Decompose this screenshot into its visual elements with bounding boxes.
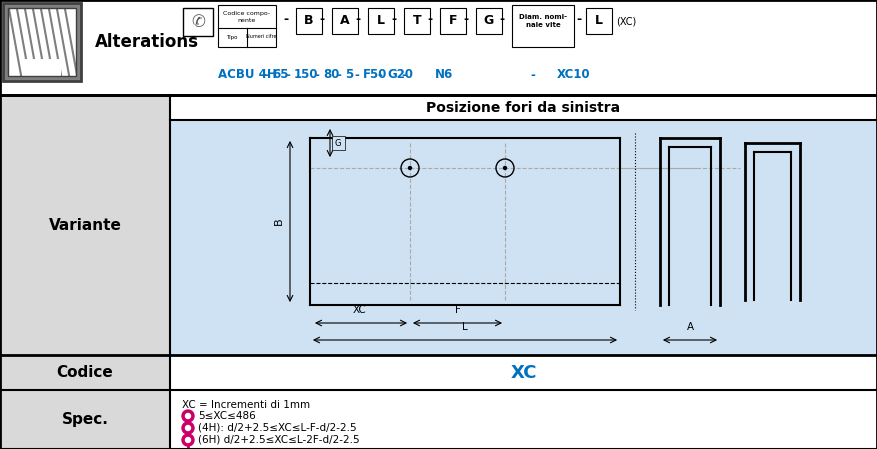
Bar bbox=[170, 95, 877, 355]
Text: -: - bbox=[354, 69, 359, 82]
Circle shape bbox=[186, 426, 190, 431]
Text: -: - bbox=[319, 13, 324, 26]
Bar bbox=[368, 8, 394, 34]
Text: B: B bbox=[274, 218, 284, 225]
Text: -: - bbox=[391, 13, 396, 26]
Bar bbox=[586, 8, 612, 34]
Bar bbox=[0, 0, 877, 95]
Bar bbox=[3, 3, 81, 81]
Text: N6: N6 bbox=[435, 69, 453, 82]
Text: L: L bbox=[462, 322, 467, 332]
Text: XC10: XC10 bbox=[557, 69, 590, 82]
Text: ✆: ✆ bbox=[191, 13, 205, 31]
Bar bbox=[218, 5, 276, 47]
Text: -: - bbox=[377, 69, 381, 82]
Text: -: - bbox=[499, 13, 504, 26]
Circle shape bbox=[186, 414, 190, 418]
Bar bbox=[0, 95, 170, 355]
Bar bbox=[170, 390, 877, 449]
Text: -: - bbox=[263, 69, 267, 82]
Text: Alterations: Alterations bbox=[95, 33, 199, 51]
Text: -: - bbox=[427, 13, 432, 26]
Text: XC = Incrementi di 1mm: XC = Incrementi di 1mm bbox=[182, 400, 310, 410]
Text: T: T bbox=[413, 14, 421, 27]
Text: -: - bbox=[314, 69, 319, 82]
Text: ACBU 4H: ACBU 4H bbox=[218, 69, 277, 82]
Bar bbox=[183, 8, 213, 36]
Text: Tipo: Tipo bbox=[226, 35, 238, 40]
Text: A: A bbox=[340, 14, 350, 27]
Text: XC: XC bbox=[353, 305, 367, 315]
Bar bbox=[0, 355, 170, 390]
Text: Spec.: Spec. bbox=[61, 412, 109, 427]
Bar bbox=[0, 390, 170, 449]
Text: 5: 5 bbox=[345, 69, 353, 82]
Text: 5≤XC≤486: 5≤XC≤486 bbox=[198, 411, 256, 421]
Bar bbox=[23, 59, 61, 76]
Text: -: - bbox=[530, 69, 535, 82]
Bar bbox=[3, 3, 81, 81]
Text: L: L bbox=[377, 14, 385, 27]
Text: Numeri cifre: Numeri cifre bbox=[246, 35, 276, 40]
Text: Codice compo-
nente: Codice compo- nente bbox=[224, 11, 271, 22]
Bar bbox=[170, 95, 877, 120]
Bar bbox=[440, 8, 466, 34]
Text: (4H): d/2+2.5≤XC≤L-F-d/2-2.5: (4H): d/2+2.5≤XC≤L-F-d/2-2.5 bbox=[198, 423, 357, 433]
Text: Variante: Variante bbox=[48, 217, 121, 233]
Bar bbox=[170, 355, 877, 390]
Text: -: - bbox=[401, 69, 406, 82]
Bar bbox=[296, 8, 322, 34]
Text: Codice: Codice bbox=[57, 365, 113, 380]
Text: -: - bbox=[283, 13, 289, 26]
Bar bbox=[332, 136, 345, 150]
Bar bbox=[29, 59, 55, 71]
Text: -: - bbox=[576, 13, 581, 26]
Circle shape bbox=[182, 434, 194, 446]
Text: G: G bbox=[335, 138, 341, 148]
Text: -: - bbox=[355, 13, 360, 26]
Text: F50: F50 bbox=[363, 69, 388, 82]
Circle shape bbox=[182, 422, 194, 434]
Text: (XC): (XC) bbox=[616, 16, 636, 26]
Circle shape bbox=[503, 167, 507, 170]
Text: -: - bbox=[463, 13, 468, 26]
Text: F: F bbox=[449, 14, 457, 27]
Text: G: G bbox=[484, 14, 494, 27]
Text: XC: XC bbox=[510, 364, 537, 382]
Text: -: - bbox=[285, 69, 290, 82]
Circle shape bbox=[186, 437, 190, 443]
Bar bbox=[332, 8, 358, 34]
Text: G20: G20 bbox=[387, 69, 413, 82]
Text: A: A bbox=[687, 322, 694, 332]
Text: -: - bbox=[336, 69, 341, 82]
Text: L: L bbox=[595, 14, 603, 27]
Text: (6H) d/2+2.5≤XC≤L-2F-d/2-2.5: (6H) d/2+2.5≤XC≤L-2F-d/2-2.5 bbox=[198, 435, 360, 445]
Text: Posizione fori da sinistra: Posizione fori da sinistra bbox=[426, 101, 621, 114]
Bar bbox=[8, 8, 76, 76]
Bar bbox=[476, 8, 502, 34]
Bar bbox=[8, 8, 76, 76]
Text: 80: 80 bbox=[323, 69, 339, 82]
Text: B: B bbox=[304, 14, 314, 27]
Text: 150: 150 bbox=[294, 69, 318, 82]
Bar bbox=[23, 59, 61, 76]
Circle shape bbox=[182, 410, 194, 422]
Bar bbox=[512, 5, 574, 47]
Text: F: F bbox=[454, 305, 460, 315]
Text: Diam. nomi-
nale vite: Diam. nomi- nale vite bbox=[519, 14, 567, 28]
Text: 65: 65 bbox=[272, 69, 289, 82]
Circle shape bbox=[409, 167, 411, 170]
Bar bbox=[404, 8, 430, 34]
